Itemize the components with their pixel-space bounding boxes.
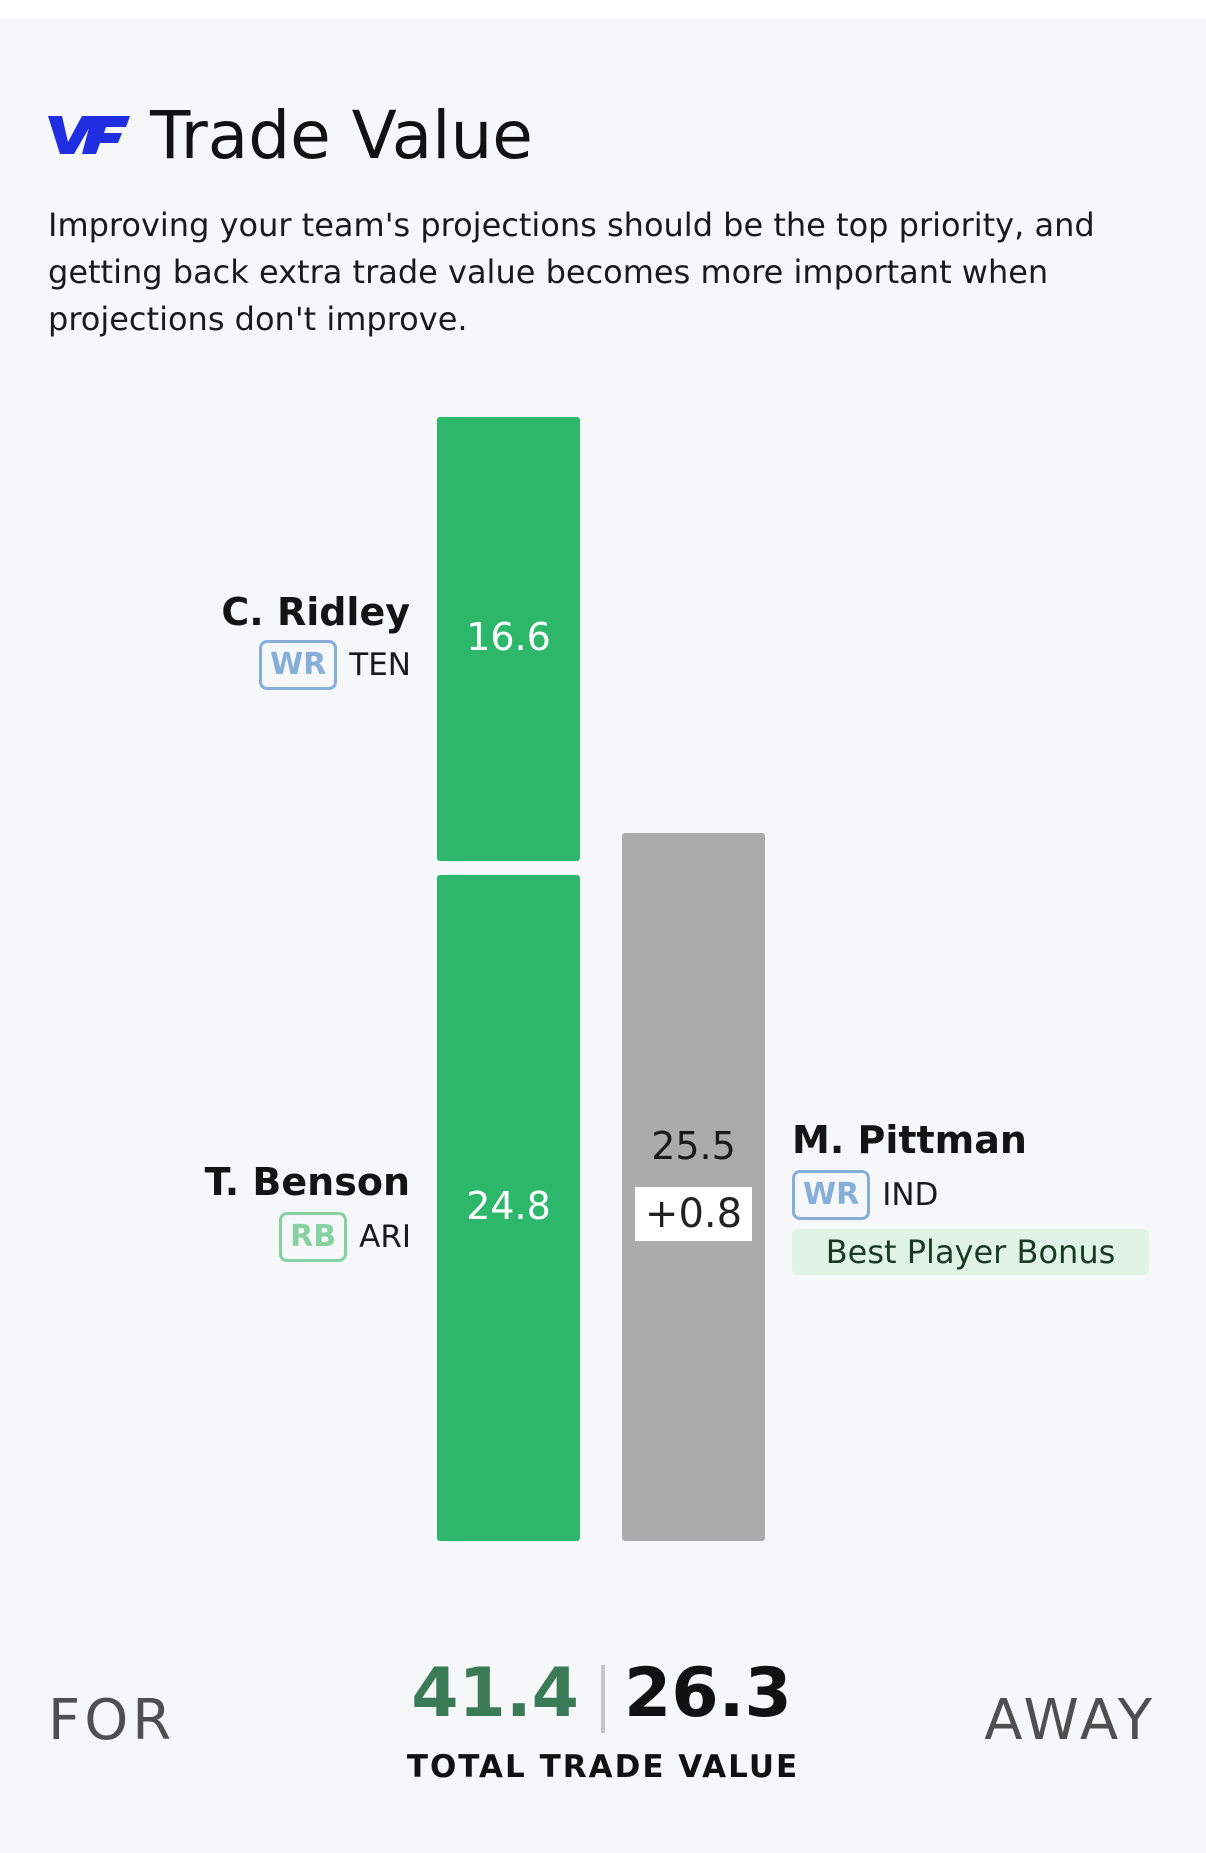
away-bar-pittman[interactable]: 25.5 +0.8 bbox=[622, 833, 765, 1541]
bonus-value-box: +0.8 bbox=[635, 1187, 752, 1241]
player-meta-pittman: WR IND bbox=[792, 1170, 938, 1220]
position-badge: RB bbox=[279, 1212, 348, 1262]
total-divider bbox=[601, 1665, 605, 1733]
player-meta-benson: RB ARI bbox=[279, 1212, 411, 1262]
away-label: AWAY bbox=[984, 1688, 1156, 1753]
team-label: TEN bbox=[349, 647, 411, 683]
team-label: IND bbox=[882, 1177, 939, 1213]
for-total-value: 41.4 bbox=[411, 1654, 579, 1733]
player-name-ridley: C. Ridley bbox=[221, 590, 410, 634]
bar-value: 25.5 bbox=[651, 1124, 736, 1168]
page-title: Trade Value bbox=[150, 97, 533, 174]
player-name-benson: T. Benson bbox=[204, 1160, 410, 1204]
player-meta-ridley: WR TEN bbox=[259, 640, 411, 690]
trade-value-card bbox=[0, 18, 1206, 1853]
bar-value: 24.8 bbox=[466, 1184, 551, 1228]
player-name-pittman: M. Pittman bbox=[792, 1118, 1027, 1162]
position-badge: WR bbox=[792, 1170, 871, 1220]
page-subtitle: Improving your team's projections should… bbox=[48, 206, 1095, 338]
position-badge: WR bbox=[259, 640, 338, 690]
bar-value: 16.6 bbox=[466, 615, 551, 659]
total-trade-value-caption: TOTAL TRADE VALUE bbox=[406, 1749, 800, 1785]
vf-logo-icon bbox=[48, 116, 130, 154]
for-bar-benson[interactable]: 24.8 bbox=[437, 875, 580, 1541]
for-bar-ridley[interactable]: 16.6 bbox=[437, 417, 580, 861]
team-label: ARI bbox=[359, 1219, 411, 1255]
best-player-bonus-pill: Best Player Bonus bbox=[792, 1229, 1149, 1275]
away-total-value: 26.3 bbox=[624, 1654, 792, 1733]
for-label: FOR bbox=[48, 1688, 176, 1753]
